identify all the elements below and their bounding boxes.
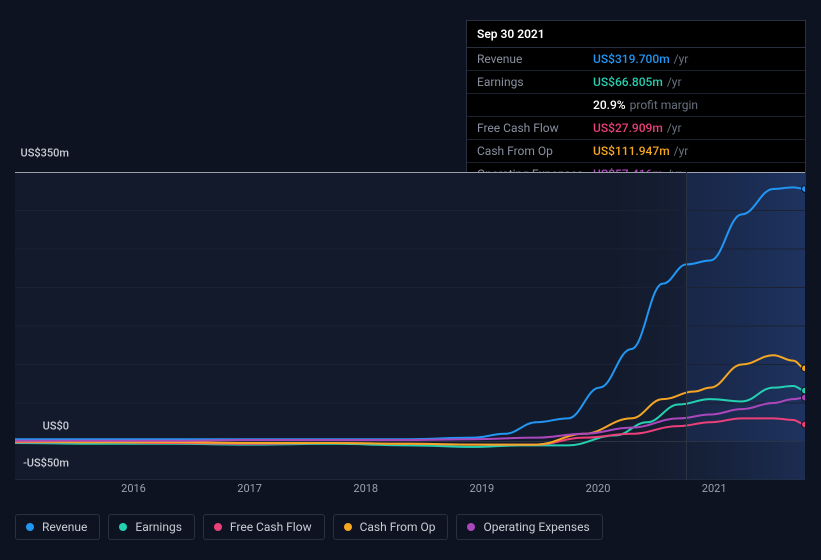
x-tick: 2019 [470,482,495,495]
legend-dot-icon [214,523,222,531]
tooltip-metric-value: 20.9%profit margin [593,98,698,112]
legend-item[interactable]: Free Cash Flow [203,514,325,540]
x-tick: 2020 [586,482,611,495]
legend-label: Free Cash Flow [230,520,312,534]
tooltip-date: Sep 30 2021 [467,21,805,48]
tooltip-row: 20.9%profit margin [467,94,805,117]
legend-label: Operating Expenses [483,520,589,534]
y-tick-350: US$350m [21,147,75,160]
legend-dot-icon [119,523,127,531]
tooltip-metric-value: US$319.700m/yr [593,52,688,66]
y-tick-neg50: -US$50m [23,457,75,470]
x-tick: 2018 [353,482,378,495]
legend-label: Earnings [135,520,182,534]
legend-item[interactable]: Operating Expenses [456,514,602,540]
tooltip-metric-value: US$66.805m/yr [593,75,682,89]
legend-item[interactable]: Cash From Op [333,514,449,540]
legend-item[interactable]: Earnings [108,514,195,540]
financials-chart[interactable]: US$350m US$0 -US$50m [15,155,805,480]
legend-dot-icon [467,523,475,531]
tooltip-row: EarningsUS$66.805m/yr [467,71,805,94]
chart-plot [15,172,805,480]
legend-label: Cash From Op [360,520,436,534]
tooltip-metric-value: US$27.909m/yr [593,121,682,135]
x-tick: 2016 [121,482,146,495]
y-tick-0: US$0 [43,420,75,433]
legend-item[interactable]: Revenue [15,514,100,540]
tooltip-metric-label: Free Cash Flow [477,121,593,135]
legend-dot-icon [26,523,34,531]
tooltip-metric-label [477,98,593,112]
x-tick: 2021 [702,482,727,495]
tooltip-row: Free Cash FlowUS$27.909m/yr [467,117,805,140]
tooltip-row: RevenueUS$319.700m/yr [467,48,805,71]
x-tick: 2017 [237,482,262,495]
chart-legend: Revenue Earnings Free Cash Flow Cash From O… [15,514,603,540]
tooltip-metric-label: Revenue [477,52,593,66]
legend-label: Revenue [42,520,87,534]
tooltip-metric-label: Earnings [477,75,593,89]
x-axis: 2016 2017 2018 2019 2020 2021 [15,482,805,500]
legend-dot-icon [344,523,352,531]
